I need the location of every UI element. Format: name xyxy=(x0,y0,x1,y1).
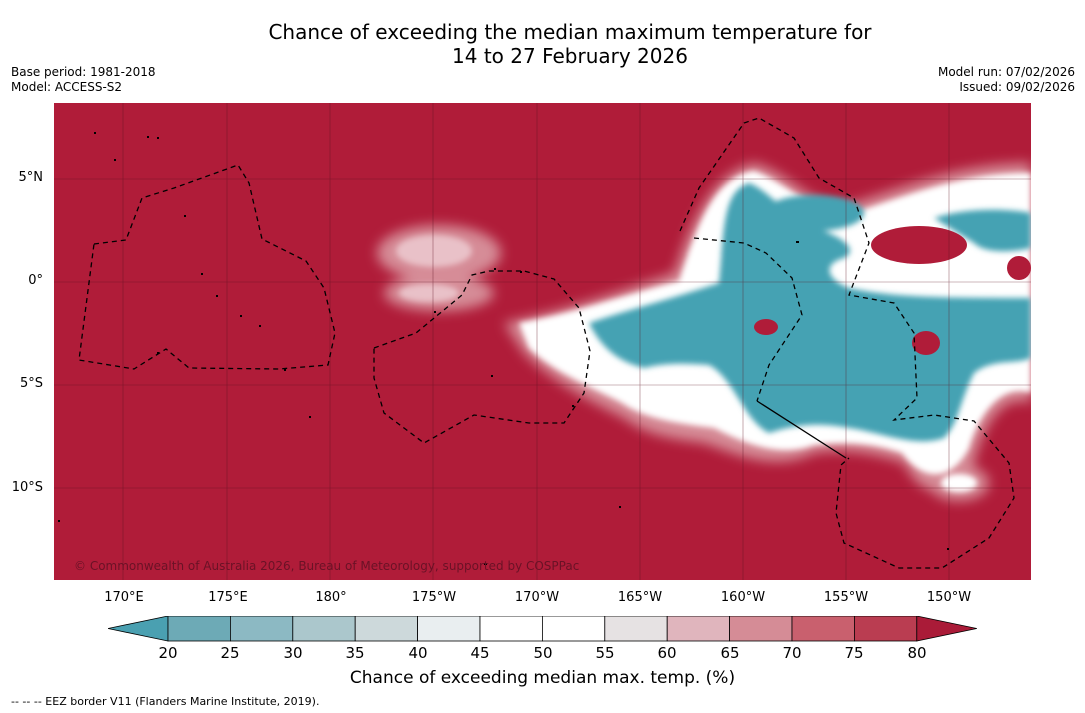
cb-tick-65: 65 xyxy=(720,644,740,662)
copyright-note: © Commonwealth of Australia 2026, Bureau… xyxy=(74,559,580,573)
cb-tick-75: 75 xyxy=(844,644,864,662)
cb-tick-55: 55 xyxy=(595,644,615,662)
meta-left: Base period: 1981-2018 Model: ACCESS-S2 xyxy=(11,65,156,95)
lon-label-180: 180° xyxy=(315,590,347,605)
colorbar-segment xyxy=(292,616,356,642)
lon-label-170e: 170°E xyxy=(104,590,144,605)
colorbar-segment xyxy=(167,616,231,642)
eez-legend-note: -- -- -- EEZ border V11 (Flanders Marine… xyxy=(11,695,320,708)
issued-date: Issued: 09/02/2026 xyxy=(959,80,1075,94)
chart-title: Chance of exceeding the median maximum t… xyxy=(0,20,1085,68)
lon-label-165w: 165°W xyxy=(617,590,663,605)
cb-tick-50: 50 xyxy=(533,644,553,662)
title-line-1: Chance of exceeding the median maximum t… xyxy=(268,20,872,44)
cb-tick-40: 40 xyxy=(408,644,428,662)
above-median-holes xyxy=(754,226,1031,355)
cb-tick-30: 30 xyxy=(283,644,303,662)
colorbar-segment xyxy=(417,616,481,642)
cb-tick-60: 60 xyxy=(657,644,677,662)
boundary-line xyxy=(756,400,847,459)
lon-label-160w: 160°W xyxy=(720,590,766,605)
model-name: Model: ACCESS-S2 xyxy=(11,80,123,94)
cb-tick-20: 20 xyxy=(158,644,178,662)
cb-tick-80: 80 xyxy=(907,644,927,662)
lat-label-5s: 5°S xyxy=(19,376,43,391)
colorbar-segment xyxy=(541,616,606,642)
title-line-2: 14 to 27 February 2026 xyxy=(452,44,688,68)
forecast-map: © Commonwealth of Australia 2026, Bureau… xyxy=(54,103,1031,580)
islands xyxy=(58,132,949,565)
model-run: Model run: 07/02/2026 xyxy=(937,65,1075,79)
graticule xyxy=(54,103,1031,580)
lon-label-170w: 170°W xyxy=(514,590,560,605)
lat-label-10s: 10°S xyxy=(11,480,43,495)
colorbar-segment xyxy=(854,616,918,642)
cb-tick-35: 35 xyxy=(345,644,365,662)
colorbar-segment xyxy=(479,616,543,642)
below-median-zones xyxy=(589,183,1031,442)
lat-label-0: 0° xyxy=(28,273,43,288)
colorbar-segment xyxy=(230,616,294,642)
map-canvas xyxy=(54,103,1031,580)
lon-label-155w: 155°W xyxy=(823,590,869,605)
lon-label-175e: 175°E xyxy=(208,590,248,605)
lon-label-175w: 175°W xyxy=(411,590,457,605)
base-period: Base period: 1981-2018 xyxy=(11,65,156,79)
colorbar-segment xyxy=(354,616,418,642)
lon-label-150w: 150°W xyxy=(926,590,972,605)
lat-label-5n: 5°N xyxy=(18,170,44,185)
colorbar xyxy=(108,616,977,642)
colorbar-segment xyxy=(666,616,731,642)
meta-right: Model run: 07/02/2026 Issued: 09/02/2026 xyxy=(938,65,1075,95)
colorbar-over-arrow xyxy=(916,616,977,642)
colorbar-segment xyxy=(604,616,668,642)
cb-tick-45: 45 xyxy=(470,644,490,662)
eez-borders xyxy=(78,117,1015,569)
colorbar-under-arrow xyxy=(108,616,169,642)
colorbar-segment xyxy=(791,616,855,642)
cb-tick-70: 70 xyxy=(782,644,802,662)
colorbar-segment xyxy=(729,616,793,642)
cb-tick-25: 25 xyxy=(220,644,240,662)
colorbar-title: Chance of exceeding median max. temp. (%… xyxy=(349,668,736,688)
